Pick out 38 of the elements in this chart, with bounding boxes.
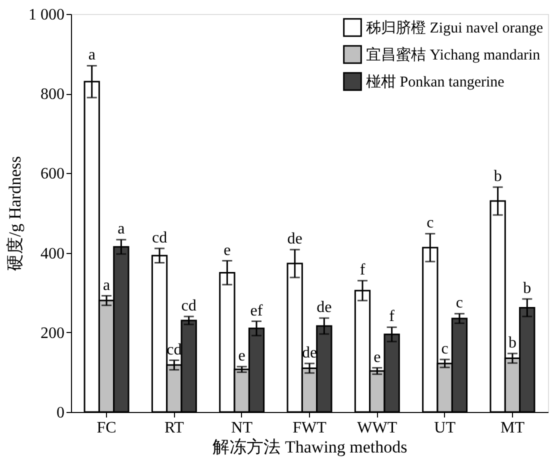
legend-label: 秭归脐橙 Zigui navel orange (366, 20, 544, 36)
x-tick-label: FWT (292, 420, 327, 436)
annotation: c (426, 214, 434, 232)
annotation: c (441, 340, 448, 358)
y-tick-label: 1 000 (28, 6, 64, 24)
annotation: a (118, 220, 125, 238)
y-tick-label: 200 (40, 324, 64, 342)
y-tick-label: 600 (40, 166, 64, 183)
annotation: de (316, 299, 332, 316)
annotation: b (494, 168, 502, 186)
annotation: e (224, 242, 231, 259)
annotation: e (374, 348, 381, 366)
annotation: f (389, 308, 396, 326)
annotation: a (88, 46, 96, 64)
x-tick-label: WWT (357, 420, 398, 436)
annotation: cd (152, 229, 168, 246)
annotation: a (102, 276, 110, 294)
legend-label: 宜昌蜜桔 Yichang mandarin (366, 46, 541, 64)
x-tick-label: MT (500, 420, 525, 436)
annotation: f (360, 262, 366, 279)
annotation: ef (250, 302, 264, 320)
x-tick-label: FC (96, 420, 116, 436)
x-tick-label: UT (434, 420, 456, 436)
y-tick-label: 400 (40, 245, 64, 262)
annotation: cd (181, 297, 196, 314)
annotation: c (456, 294, 464, 312)
annotation: e (238, 348, 246, 365)
y-tick-label: 0 (56, 404, 64, 422)
legend-label: 椪柑 Ponkan tangerine (366, 74, 505, 90)
annotation: b (523, 280, 532, 297)
annotation: de (287, 230, 302, 248)
x-tick-label: RT (164, 420, 184, 436)
x-axis-title: 解冻方法 Thawing methods (212, 438, 408, 456)
annotation: cd (166, 341, 182, 358)
x-tick-label: NT (231, 420, 253, 436)
y-tick-label: 800 (40, 86, 64, 104)
y-axis-title: 硬度/g Hardness (6, 156, 24, 271)
annotation: b (508, 334, 516, 352)
